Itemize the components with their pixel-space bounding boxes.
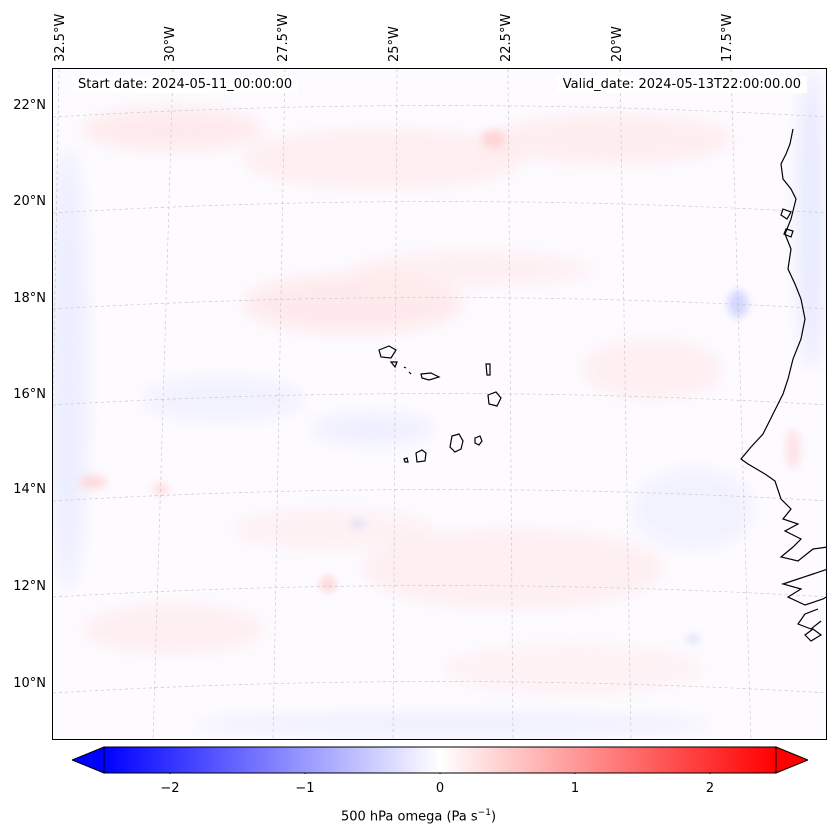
lon-label-30w: 30°W bbox=[163, 26, 178, 62]
colorbar-tick-neg2: −2 bbox=[160, 781, 180, 796]
lat-label-16n: 16°N bbox=[13, 387, 46, 402]
lon-label-22-5w: 22.5°W bbox=[499, 13, 514, 62]
colorbar-label-exponent: −1 bbox=[477, 808, 491, 818]
coastline bbox=[740, 128, 826, 642]
colorbar-max-extend bbox=[775, 746, 808, 774]
field-patches bbox=[53, 69, 825, 732]
lon-label-17-5w: 17.5°W bbox=[720, 13, 735, 62]
lat-label-10n: 10°N bbox=[13, 676, 46, 691]
lat-label-18n: 18°N bbox=[13, 291, 46, 306]
colorbar-label-text: 500 hPa omega (Pa s bbox=[340, 809, 478, 825]
lat-label-20n: 20°N bbox=[13, 194, 46, 209]
map-panel bbox=[52, 68, 827, 740]
omega-field bbox=[53, 69, 826, 739]
colorbar-gradient bbox=[103, 746, 777, 774]
lon-label-27-5w: 27.5°W bbox=[276, 13, 291, 62]
colorbar-ticks bbox=[169, 773, 711, 774]
lon-label-32-5w: 32.5°W bbox=[53, 13, 68, 62]
colorbar-tick-0: 0 bbox=[435, 781, 445, 796]
colorbar-label: 500 hPa omega (Pa s−1) bbox=[0, 808, 837, 824]
lat-label-22n: 22°N bbox=[13, 98, 46, 113]
colorbar-tick-1: 1 bbox=[570, 781, 580, 796]
valid-date: Valid_date: 2024-05-13T22:00:00.00 bbox=[556, 76, 807, 93]
lat-label-14n: 14°N bbox=[13, 482, 46, 497]
colorbar-label-close: ) bbox=[490, 809, 497, 825]
colorbar-tick-2: 2 bbox=[705, 781, 715, 796]
cape-verde-islands bbox=[378, 345, 502, 463]
start-date: Start date: 2024-05-11_00:00:00 bbox=[72, 76, 299, 93]
lat-label-12n: 12°N bbox=[13, 579, 46, 594]
colorbar-min-extend bbox=[72, 746, 105, 774]
colorbar bbox=[72, 746, 808, 774]
lon-label-25w: 25°W bbox=[387, 26, 402, 62]
lon-label-20w: 20°W bbox=[610, 26, 625, 62]
colorbar-tick-neg1: −1 bbox=[295, 781, 315, 796]
gridlines bbox=[53, 69, 826, 739]
